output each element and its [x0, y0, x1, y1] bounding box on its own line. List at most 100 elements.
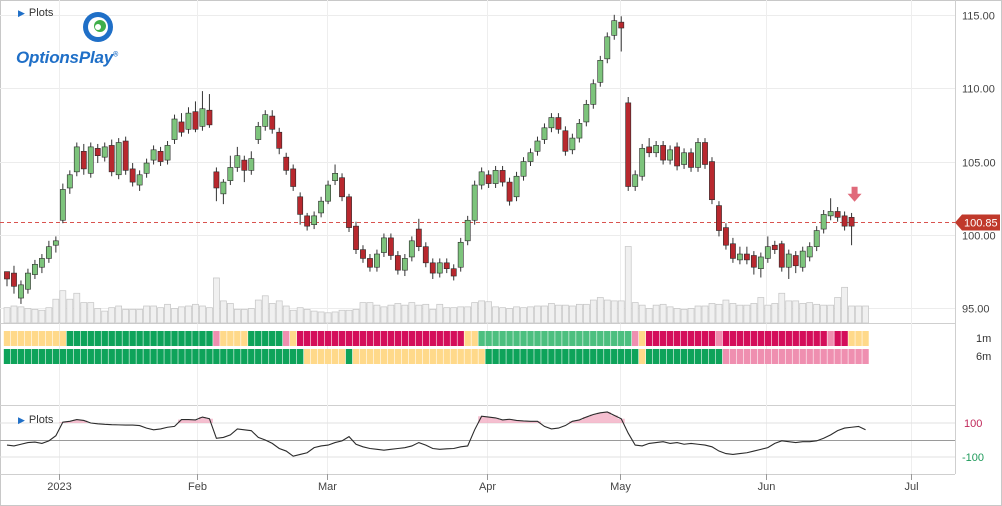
strip-cell — [471, 331, 478, 346]
volume-bar — [548, 303, 555, 324]
strip-cell — [3, 349, 11, 364]
x-tick-label: Feb — [188, 481, 207, 493]
volume-bar — [345, 309, 353, 324]
candle-body — [513, 175, 520, 198]
plots-toggle-main[interactable]: ▶ Plots — [18, 7, 53, 19]
plots-toggle-oscillator[interactable]: ▶ Plots — [18, 414, 53, 426]
volume-bar — [820, 304, 828, 324]
strip-cell — [555, 349, 562, 364]
candle-body — [743, 253, 750, 261]
strip-cell — [583, 331, 590, 346]
volume-bar — [338, 309, 346, 324]
strip-cell — [450, 349, 457, 364]
candle-body — [318, 200, 324, 214]
strip-cell — [178, 349, 185, 364]
candle-body — [443, 262, 450, 269]
strip-cell — [101, 349, 108, 364]
volume-bar — [80, 302, 88, 324]
candle-body — [799, 250, 806, 268]
volume-bar — [380, 306, 388, 324]
volume-bar — [122, 309, 130, 324]
volume-bar — [652, 304, 660, 324]
candle-body — [841, 215, 848, 227]
strip-cell — [387, 331, 395, 346]
strip-cell — [792, 349, 799, 364]
candle-body — [436, 262, 443, 274]
strip-cell — [394, 349, 402, 364]
strip-cell — [289, 331, 297, 346]
candle-body — [59, 189, 66, 221]
strip-cell — [289, 349, 297, 364]
candle-body — [4, 271, 10, 280]
volume-bar — [220, 300, 227, 324]
strip-cell — [429, 349, 436, 364]
strip-cell — [380, 349, 388, 364]
strip-cell — [757, 331, 765, 346]
strip-cell — [59, 349, 67, 364]
strip-cell — [338, 331, 346, 346]
volume-bar — [422, 303, 430, 324]
strip-cell — [324, 331, 332, 346]
volume-bar — [771, 303, 779, 324]
volume-bar — [192, 303, 199, 324]
strip-cell — [576, 331, 583, 346]
strip-cell — [632, 349, 639, 364]
strip-cell — [324, 349, 332, 364]
strip-cell — [576, 349, 583, 364]
strip-cell — [227, 331, 234, 346]
strip-cell — [701, 349, 709, 364]
strip-cell — [827, 331, 834, 346]
strip-cell — [199, 331, 206, 346]
strip-cell — [345, 349, 353, 364]
candle-body — [185, 112, 192, 130]
volume-bar — [373, 304, 381, 324]
candle-body — [667, 149, 673, 161]
strip-cell — [834, 349, 841, 364]
volume-bar — [715, 303, 723, 324]
strip-cell — [220, 331, 227, 346]
candle-body — [80, 150, 87, 170]
candle-body — [716, 205, 722, 231]
volume-bar — [513, 306, 520, 324]
candle-body — [778, 243, 785, 268]
strip-cell — [590, 349, 597, 364]
strip-cell — [38, 349, 46, 364]
candle-body — [590, 83, 597, 105]
candle-body — [569, 137, 576, 151]
candle-body — [143, 162, 150, 174]
strip-cell — [673, 331, 681, 346]
strip-cell — [122, 349, 129, 364]
volume-bar — [394, 303, 402, 324]
strip-cell — [31, 349, 39, 364]
strip-cell — [513, 349, 520, 364]
expand-triangle-icon: ▶ — [18, 414, 25, 425]
strip-cell — [743, 349, 751, 364]
candle-body — [227, 167, 234, 181]
candle-body — [25, 272, 31, 290]
volume-bar — [317, 311, 325, 324]
volume-bar — [680, 309, 688, 324]
strip-cell — [394, 331, 402, 346]
strip-cell — [457, 331, 464, 346]
strip-cell — [848, 331, 855, 346]
strip-cell — [708, 331, 716, 346]
candle-body — [353, 225, 359, 250]
candle-body — [374, 253, 380, 268]
strip-cell — [764, 331, 772, 346]
volume-bar — [359, 302, 367, 324]
candle-body — [269, 115, 276, 130]
strip-cell — [855, 331, 862, 346]
strip-cell — [841, 331, 848, 346]
candle-body — [450, 268, 457, 277]
y-tick-label: 95.00 — [962, 304, 990, 316]
candle-body — [136, 174, 143, 186]
volume-bar — [666, 306, 674, 324]
strip-cell — [659, 331, 667, 346]
strip-cell — [366, 331, 374, 346]
strip-cell — [680, 349, 688, 364]
volume-bar — [841, 286, 848, 324]
candle-body — [339, 177, 345, 198]
strip-cell — [303, 331, 311, 346]
volume-bar — [94, 308, 102, 324]
candle-body — [394, 255, 401, 271]
